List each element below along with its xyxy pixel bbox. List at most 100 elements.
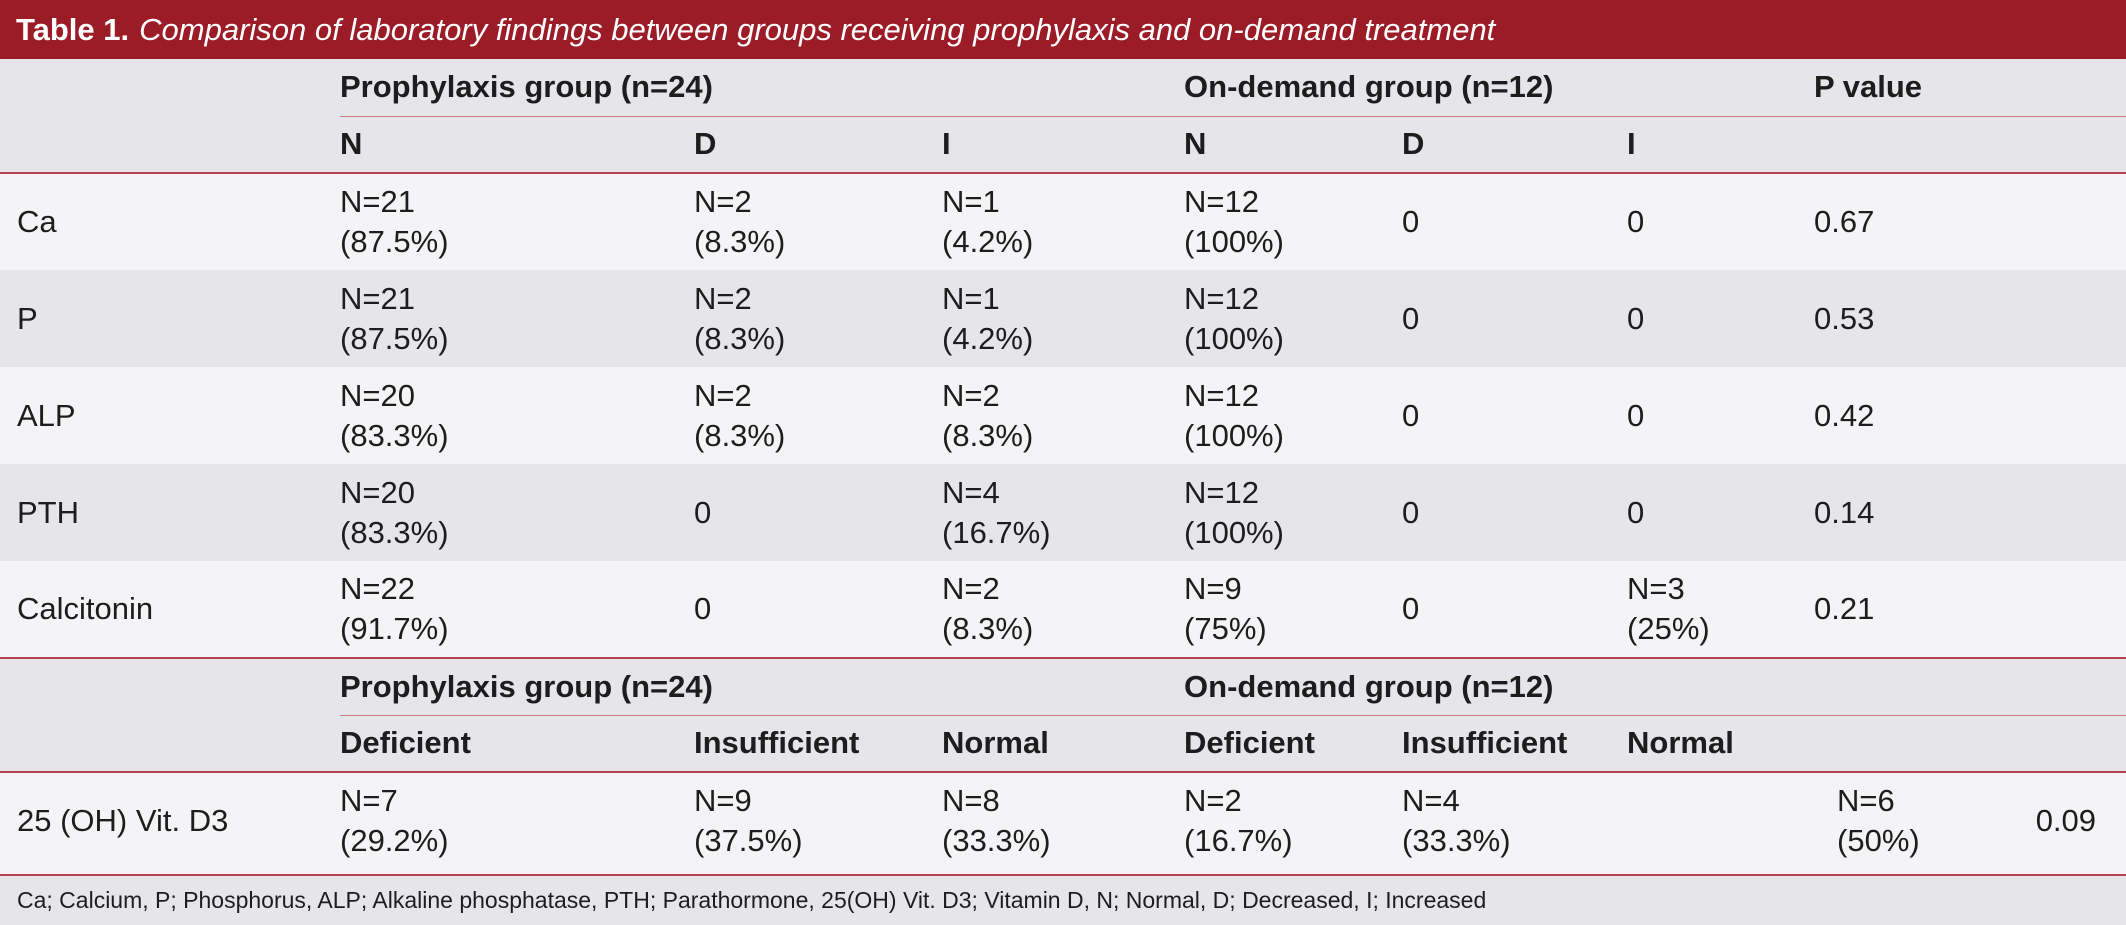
row-label: P: [0, 270, 340, 367]
p-value: 0.53: [1814, 270, 2126, 367]
table-row: P N=21 (87.5%) N=2 (8.3%) N=1 (4.2%) N=12 (1…: [0, 270, 2126, 367]
cell-text: N=2 (16.7%): [1184, 783, 1293, 858]
data-cell: 0: [1402, 464, 1628, 561]
cell-text: N=21 (87.5%): [340, 280, 449, 356]
cell-text: N=12 (100%): [1184, 280, 1284, 356]
header-level: D: [694, 116, 942, 174]
header-level: N: [1184, 116, 1403, 174]
data-cell: 0: [1627, 270, 1815, 367]
data-cell: N=21 (87.5%): [340, 270, 694, 367]
header-level: I: [1627, 116, 1815, 174]
row-label: PTH: [0, 464, 340, 561]
cell-text: N=7 (29.2%): [340, 783, 449, 858]
header-row-groups: Prophylaxis group (n=24) On-demand group…: [0, 59, 2126, 174]
data-cell: N=4 (33.3%): [1402, 772, 1628, 869]
data-cell: N=1 (4.2%): [942, 270, 1185, 367]
data-cell-empty: [1627, 772, 1815, 869]
data-cell: 0: [1402, 367, 1628, 464]
header-level: D: [1402, 116, 1628, 174]
header-empty: [1814, 715, 2126, 773]
table-row: PTH N=20 (83.3%) 0 N=4 (16.7%) N=12 (100%) 0 0…: [0, 464, 2126, 561]
header-level: N: [340, 116, 694, 174]
header-row-vitd-levels: Deficient Insufficient Normal Deficient …: [0, 715, 2126, 773]
p-value: 0.42: [1814, 367, 2126, 464]
cell-text: N=2 (8.3%): [694, 280, 786, 356]
header-row-groups-vitd: Prophylaxis group (n=24) On-demand group…: [0, 657, 2126, 773]
row-label: Calcitonin: [0, 561, 340, 658]
split-wrap: N=6 (50%) 0.09: [1814, 781, 2126, 861]
cell-text: 0: [1402, 591, 1420, 626]
data-cell: N=2 (8.3%): [694, 173, 942, 270]
table-row: ALP N=20 (83.3%) N=2 (8.3%) N=2 (8.3%) N=12 …: [0, 367, 2126, 464]
row-label: Ca: [0, 173, 340, 270]
data-cell: 0: [1402, 173, 1628, 270]
header-row-levels: N D I N D I: [0, 116, 2126, 174]
lab-findings-table: Prophylaxis group (n=24) On-demand group…: [0, 59, 2126, 869]
table-row-vitd: 25 (OH) Vit. D3 N=7 (29.2%) N=9 (37.5%) …: [0, 772, 2126, 869]
header-blank: [0, 657, 340, 773]
table-title-bar: Table 1. Comparison of laboratory findin…: [0, 0, 2126, 59]
data-cell: N=2 (8.3%): [942, 561, 1185, 658]
data-cell: N=12 (100%): [1184, 367, 1403, 464]
cell-text: N=2 (8.3%): [694, 377, 786, 453]
header-level: Insufficient: [694, 715, 942, 773]
data-cell-split: N=6 (50%) 0.09: [1814, 772, 2126, 869]
data-cell: 0: [1627, 367, 1815, 464]
data-cell: 0: [694, 561, 942, 658]
p-value: 0.09: [2035, 803, 2097, 838]
data-cell: N=9 (37.5%): [694, 772, 942, 869]
cell-text: 0: [1402, 204, 1420, 239]
cell-text: N=2 (8.3%): [942, 571, 1034, 646]
cell-text: N=4 (16.7%): [942, 474, 1051, 550]
cell-text: N=3 (25%): [1627, 571, 1710, 646]
header-pvalue: P value: [1814, 59, 2126, 117]
cell-text: 0: [694, 591, 712, 626]
table-caption: Comparison of laboratory findings betwee…: [139, 11, 1496, 47]
data-cell: N=4 (16.7%): [942, 464, 1185, 561]
cell-text: 0: [1402, 397, 1420, 433]
header-level: Deficient: [1184, 715, 1403, 773]
data-cell: N=9 (75%): [1184, 561, 1403, 658]
cell-text: N=1 (4.2%): [942, 184, 1034, 259]
data-cell: N=3 (25%): [1627, 561, 1815, 658]
cell-text: 0: [1402, 494, 1420, 530]
table-row: Calcitonin N=22 (91.7%) 0 N=2 (8.3%) N=9 (75…: [0, 561, 2126, 658]
data-cell: N=7 (29.2%): [340, 772, 694, 869]
cell-text: N=2 (8.3%): [694, 184, 786, 259]
data-cell: N=20 (83.3%): [340, 367, 694, 464]
header-level: I: [942, 116, 1185, 174]
cell-text: N=2 (8.3%): [942, 377, 1034, 453]
data-cell: N=12 (100%): [1184, 270, 1403, 367]
data-cell: N=22 (91.7%): [340, 561, 694, 658]
data-cell: N=2 (16.7%): [1184, 772, 1403, 869]
p-value: 0.21: [1814, 561, 2126, 658]
header-level: Deficient: [340, 715, 694, 773]
header-prophylaxis-vitd: Prophylaxis group (n=24): [340, 657, 1185, 716]
data-cell: 0: [1402, 270, 1628, 367]
data-cell: N=12 (100%): [1184, 173, 1403, 270]
header-level: Insufficient: [1402, 715, 1628, 773]
cell-text: 0: [1627, 397, 1645, 433]
cell-text: N=20 (83.3%): [340, 474, 449, 550]
header-prophylaxis: Prophylaxis group (n=24): [340, 59, 1185, 117]
cell-text: N=12 (100%): [1184, 377, 1284, 453]
cell-text: N=4 (33.3%): [1402, 783, 1511, 858]
cell-text: N=6 (50%): [1837, 783, 1920, 858]
row-label: ALP: [0, 367, 340, 464]
cell-text: 0: [1627, 204, 1645, 239]
cell-text: N=20 (83.3%): [340, 377, 449, 453]
header-empty: [1814, 116, 2126, 174]
cell-text: 0: [1627, 300, 1645, 336]
data-cell: 0: [1627, 464, 1815, 561]
header-ondemand: On-demand group (n=12): [1184, 59, 1815, 117]
cell-text: N=8 (33.3%): [942, 783, 1051, 858]
cell-text: N=12 (100%): [1184, 184, 1284, 259]
header-blank: [0, 59, 340, 174]
header-level: Normal: [1627, 715, 1815, 773]
header-ondemand-vitd: On-demand group (n=12): [1184, 657, 2126, 716]
data-cell: 0: [1627, 173, 1815, 270]
cell-text: 0: [1402, 300, 1420, 336]
cell-text: N=21 (87.5%): [340, 184, 449, 259]
footnote: Ca; Calcium, P; Phosphorus, ALP; Alkalin…: [0, 874, 2126, 925]
row-label: 25 (OH) Vit. D3: [0, 772, 340, 869]
